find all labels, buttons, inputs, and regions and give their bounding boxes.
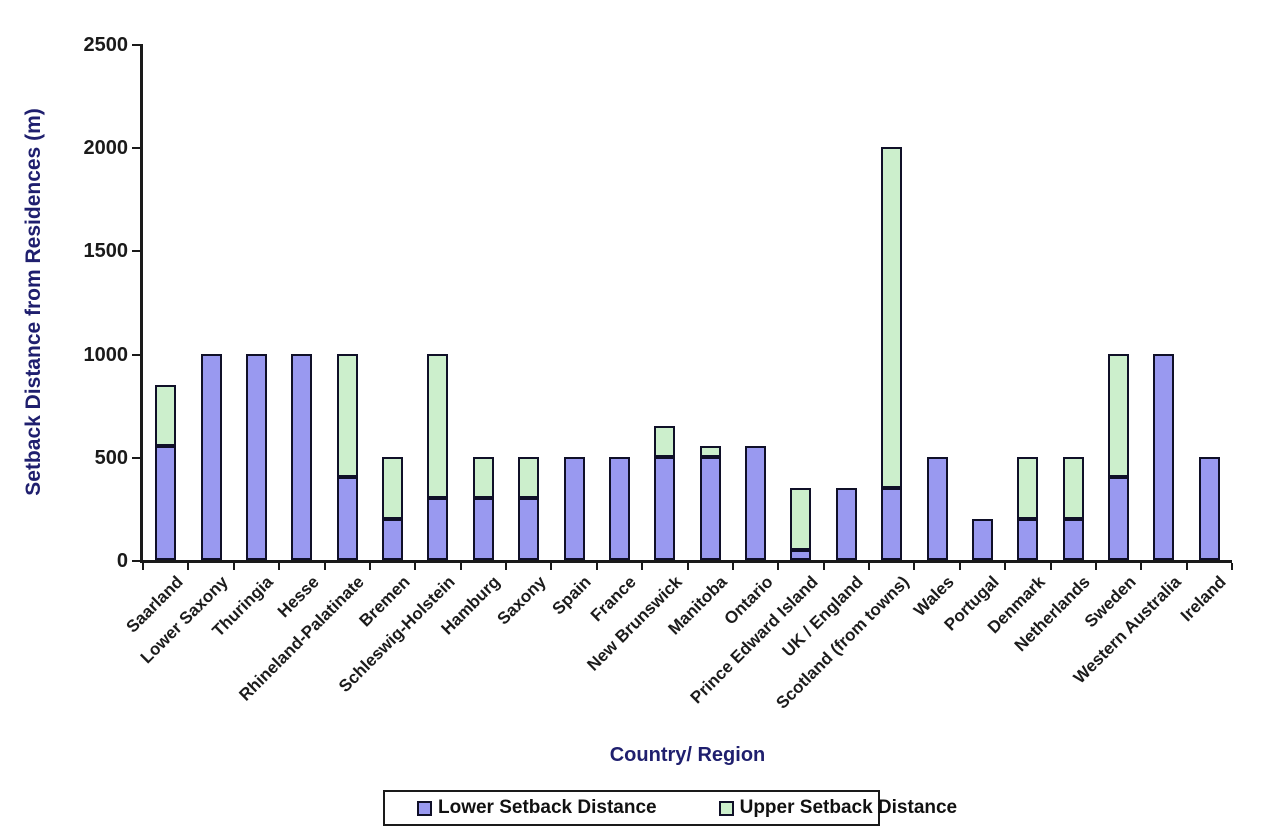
y-tick-mark xyxy=(132,560,140,562)
bar-upper-schleswig-holstein xyxy=(427,353,449,499)
x-tick-mark xyxy=(142,563,144,570)
bar-upper-rhineland-palatinate xyxy=(336,353,358,478)
bar-upper-saarland xyxy=(155,384,177,447)
x-tick-mark xyxy=(505,563,507,570)
bar-lower-bremen xyxy=(382,518,404,560)
x-tick-mark xyxy=(868,563,870,570)
y-tick-label: 2500 xyxy=(83,34,129,56)
legend-entry-upper: Upper Setback Distance xyxy=(718,797,958,819)
y-tick-mark xyxy=(132,353,140,356)
bar-lower-sweden xyxy=(1108,477,1130,560)
bar-upper-hamburg xyxy=(472,456,494,499)
x-tick-mark xyxy=(323,563,326,570)
legend-label-lower: Lower Setback Distance xyxy=(438,797,657,818)
bar-upper-manitoba xyxy=(699,446,721,457)
bar-upper-netherlands xyxy=(1062,456,1084,519)
x-tick-mark xyxy=(958,563,961,570)
x-axis-line xyxy=(140,560,1232,563)
x-tick-mark xyxy=(368,563,371,570)
bar-lower-saxony xyxy=(518,498,540,560)
bar-lower-hesse xyxy=(291,353,313,560)
x-tick-mark xyxy=(777,563,780,570)
bar-lower-western-australia xyxy=(1153,353,1175,560)
legend: Lower Setback Distance Upper Setback Dis… xyxy=(383,790,957,826)
y-axis-line xyxy=(140,44,143,563)
y-tick-mark xyxy=(132,250,140,253)
lower-setback-swatch-icon xyxy=(417,800,432,816)
bar-lower-ireland xyxy=(1198,456,1220,560)
bar-lower-saarland xyxy=(155,446,177,560)
y-tick-label: 2000 xyxy=(83,137,129,160)
bar-upper-sweden xyxy=(1108,353,1130,478)
bar-lower-manitoba xyxy=(699,456,721,560)
bar-upper-bremen xyxy=(382,456,404,519)
y-tick-label: 1500 xyxy=(83,240,129,263)
y-tick-label: 500 xyxy=(94,446,128,469)
x-tick-mark xyxy=(459,563,462,570)
x-tick-mark xyxy=(731,563,734,570)
bar-lower-hamburg xyxy=(472,498,494,560)
x-tick-mark xyxy=(595,563,598,570)
y-tick-mark xyxy=(132,456,140,459)
bar-lower-spain xyxy=(563,456,585,560)
bar-lower-wales xyxy=(926,456,948,560)
x-tick-mark xyxy=(550,563,553,570)
bar-lower-schleswig-holstein xyxy=(427,498,449,560)
legend-label-upper: Upper Setback Distance xyxy=(739,797,958,818)
x-axis-title: Country/ Region xyxy=(609,744,766,766)
bar-lower-lower-saxony xyxy=(200,353,222,560)
bar-upper-denmark xyxy=(1017,456,1039,519)
bar-lower-thuringia xyxy=(245,353,267,560)
bar-lower-portugal xyxy=(971,518,993,560)
x-tick-mark xyxy=(822,563,825,570)
bar-lower-denmark xyxy=(1017,518,1039,560)
y-tick-mark xyxy=(132,44,140,46)
upper-setback-swatch-icon xyxy=(718,800,734,816)
bar-lower-france xyxy=(608,456,630,560)
x-tick-mark xyxy=(1094,563,1097,570)
x-tick-mark xyxy=(232,563,235,570)
bar-lower-prince-edward-island xyxy=(790,549,812,560)
x-tick-mark xyxy=(278,563,281,570)
bar-upper-scotland-from-towns- xyxy=(881,147,903,488)
x-tick-mark xyxy=(1140,563,1143,570)
bar-upper-prince-edward-island xyxy=(790,487,812,550)
bar-lower-uk-england xyxy=(835,487,857,560)
x-tick-mark xyxy=(187,563,190,570)
y-axis-title: Setback Distance from Residences (m) xyxy=(22,108,45,496)
x-tick-mark xyxy=(913,563,916,570)
y-tick-label: 1000 xyxy=(83,343,129,366)
bar-lower-ontario xyxy=(745,446,767,560)
bar-lower-rhineland-palatinate xyxy=(336,477,358,560)
legend-entry-lower: Lower Setback Distance xyxy=(417,797,657,819)
bar-lower-netherlands xyxy=(1062,518,1084,560)
y-tick-label: 0 xyxy=(116,550,128,572)
bar-upper-new-brunswick xyxy=(654,425,676,457)
x-tick-mark xyxy=(1049,563,1052,570)
x-tick-mark xyxy=(1185,563,1188,570)
x-category-label: Western Australia xyxy=(1069,572,1185,688)
bar-upper-saxony xyxy=(518,456,540,499)
x-tick-mark xyxy=(641,563,644,570)
x-tick-mark xyxy=(686,563,689,570)
x-tick-mark xyxy=(414,563,417,570)
x-tick-mark xyxy=(1231,563,1233,570)
bar-lower-scotland-from-towns- xyxy=(881,487,903,560)
x-tick-mark xyxy=(1004,563,1007,570)
bar-lower-new-brunswick xyxy=(654,456,676,560)
y-tick-mark xyxy=(132,147,140,150)
